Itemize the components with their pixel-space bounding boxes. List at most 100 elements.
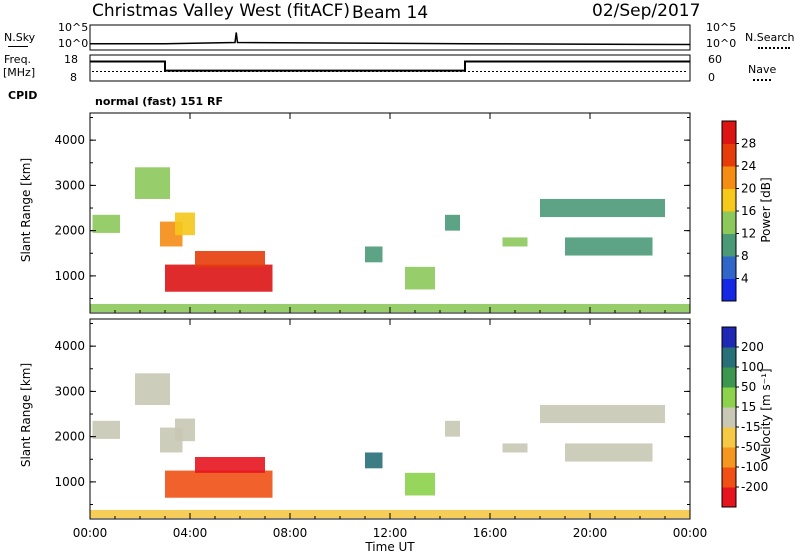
radar-title: Christmas Valley West (fitACF) xyxy=(92,1,351,21)
colorbar-swatch xyxy=(722,387,736,408)
x-tick-label: 12:00 xyxy=(373,526,408,540)
echo-region xyxy=(565,443,653,462)
colorbar-tick-label: 28 xyxy=(741,137,756,151)
power-colorbar: 4 8 12 16 20 24 28 xyxy=(721,120,756,302)
y-tick-label: 1000 xyxy=(54,475,85,489)
time-axis-ticks: 00:00 04:00 08:00 12:00 16:00 20:00 00:00 xyxy=(73,113,707,540)
power-panel: 1000 2000 3000 4000 xyxy=(54,112,691,314)
colorbar-swatch xyxy=(722,347,736,368)
velocity-panel: 1000 2000 3000 4000 xyxy=(54,318,691,520)
date-label: 02/Sep/2017 xyxy=(592,1,701,21)
x-tick-label: 00:00 xyxy=(73,526,108,540)
velocity-colorbar: -200 -100 -50 -15 15 50 100 200 xyxy=(721,326,768,508)
x-tick-label: 08:00 xyxy=(273,526,308,540)
nsky-top-tick: 10^5 xyxy=(58,21,89,34)
colorbar-tick-label: 8 xyxy=(741,249,749,263)
freq-unit-label: [MHz] xyxy=(3,66,36,79)
colorbar-tick-label: -50 xyxy=(741,440,761,454)
y-tick-label: 4000 xyxy=(54,133,85,147)
colorbar-swatch xyxy=(722,121,736,144)
echo-region xyxy=(365,246,383,263)
velocity-colorbar-label: Velocity [m s⁻¹] xyxy=(759,368,773,461)
colorbar-swatch xyxy=(722,427,736,448)
echo-region xyxy=(92,420,120,439)
velocity-ylabel: Slant Range [km] xyxy=(19,363,33,467)
echo-region xyxy=(195,251,265,267)
colorbar-swatch xyxy=(722,211,736,234)
nsearch-legend-line xyxy=(758,47,790,49)
colorbar-tick-label: 20 xyxy=(741,182,756,196)
nave-legend-line xyxy=(753,79,771,81)
power-ylabel: Slant Range [km] xyxy=(19,158,33,262)
colorbar-swatch xyxy=(722,447,736,468)
echo-region xyxy=(165,470,273,498)
nsky-trace xyxy=(90,32,691,46)
y-tick-label: 1000 xyxy=(54,269,85,283)
cpid-label: CPID xyxy=(8,89,38,102)
colorbar-swatch xyxy=(722,367,736,388)
echo-region xyxy=(405,472,435,496)
echo-region xyxy=(92,214,120,233)
nsky-panel-frame xyxy=(89,24,691,51)
echo-region xyxy=(445,214,460,231)
colorbar-tick-label: 16 xyxy=(741,204,756,218)
colorbar-swatch xyxy=(722,188,736,212)
colorbar-tick-label: 100 xyxy=(741,360,764,374)
colorbar-tick-label: -200 xyxy=(741,480,768,494)
freq-top-tick: 18 xyxy=(64,53,78,66)
power-colorbar-label: Power [dB] xyxy=(759,177,773,242)
freq-line xyxy=(90,60,690,72)
y-tick-label: 2000 xyxy=(54,224,85,238)
nsearch-top-tick: 10^5 xyxy=(706,21,737,34)
y-tick-label: 2000 xyxy=(54,430,85,444)
nsearch-bottom-tick: 10^0 xyxy=(706,37,737,50)
colorbar-swatch xyxy=(722,143,736,167)
echo-region xyxy=(405,266,435,290)
nsky-label: N.Sky xyxy=(4,31,36,44)
echo-region xyxy=(135,373,170,405)
echo-region xyxy=(445,420,460,437)
colorbar-tick-label: 15 xyxy=(741,400,756,414)
colorbar-swatch xyxy=(722,467,736,488)
echo-region xyxy=(540,198,665,218)
nsky-line xyxy=(90,32,691,46)
colorbar-tick-label: 24 xyxy=(741,159,756,173)
echo-region xyxy=(175,418,195,442)
beam-label: Beam 14 xyxy=(352,3,429,23)
echo-region xyxy=(565,237,653,256)
colorbar-tick-label: 12 xyxy=(741,227,756,241)
nsearch-label: N.Search xyxy=(745,31,795,44)
y-tick-label: 3000 xyxy=(54,384,85,398)
y-tick-label: 4000 xyxy=(54,339,85,353)
echo-region xyxy=(195,457,265,473)
echo-region xyxy=(540,404,665,424)
freq-panel-frame xyxy=(89,54,691,82)
colorbar-swatch xyxy=(722,487,736,508)
nsky-legend-line xyxy=(8,46,28,47)
freq-bottom-tick: 8 xyxy=(70,71,77,84)
colorbar-frame xyxy=(721,326,737,508)
echo-region xyxy=(175,212,195,236)
colorbar-tick-label: 4 xyxy=(741,272,749,286)
colorbar-tick-label: 50 xyxy=(741,380,756,394)
colorbar-swatch xyxy=(722,166,736,189)
echo-region xyxy=(502,237,528,247)
x-tick-label: 04:00 xyxy=(173,526,208,540)
colorbar-swatch xyxy=(722,233,736,257)
cpid-value: normal (fast) 151 RF xyxy=(95,95,223,108)
colorbar-swatch xyxy=(722,278,736,302)
colorbar-tick-label: -100 xyxy=(741,460,768,474)
colorbar-swatch xyxy=(722,327,736,348)
echo-region xyxy=(165,264,273,292)
echo-region xyxy=(502,443,528,453)
nsky-bottom-tick: 10^0 xyxy=(58,37,89,50)
freq-trace xyxy=(90,60,690,72)
nave-bottom-tick: 0 xyxy=(708,71,715,84)
nave-top-tick: 60 xyxy=(708,53,722,66)
nave-label: Nave xyxy=(748,63,777,76)
echo-region xyxy=(135,167,170,199)
colorbar-swatch xyxy=(722,256,736,279)
freq-label: Freq. xyxy=(4,53,32,66)
time-axis-label: Time UT xyxy=(364,540,415,554)
